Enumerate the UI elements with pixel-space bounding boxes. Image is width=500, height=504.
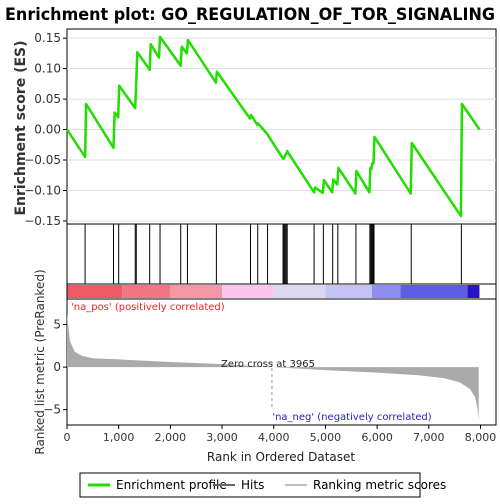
ranked-y-tick-label: 5 [53,318,61,332]
legend-label: Hits [241,478,264,492]
zero-cross-label: Zero cross at 3965 [221,359,315,370]
legend: Enrichment profile Hits Ranking metric sco… [88,478,446,492]
x-tick-label: 8,000 [465,431,497,444]
pos-correlated-label: 'na_pos' (positively correlated) [71,302,225,313]
es-gridlines [67,37,496,222]
neg-correlated-label: 'na_neg' (negatively correlated) [272,412,431,423]
es-y-tick-label: 0.10 [34,62,61,76]
ranked-y-ticks: 5 0 −5 [43,318,67,417]
legend-label: Enrichment profile [116,478,227,492]
rank-color-segment [122,285,171,298]
ranked-y-tick-label: −5 [43,403,61,417]
es-y-tick-label: −0.05 [24,153,61,167]
rank-color-segment [467,285,480,298]
legend-label: Ranking metric scores [313,478,446,492]
es-panel-frame [66,28,497,225]
es-y-tick-label: −0.15 [24,214,61,228]
rank-color-segment [170,285,223,298]
chart-title: Enrichment plot: GO_REGULATION_OF_TOR_SI… [5,5,495,25]
ranked-metric-area [67,313,479,420]
rank-color-segment [67,285,123,298]
legend-box [79,472,421,498]
rank-color-bar [67,285,480,298]
rank-color-segment [325,285,372,298]
es-y-tick-label: 0.00 [34,123,61,137]
ranked-y-axis-label: Ranked list metric (PreRanked) [33,269,47,454]
x-tick-label: 5,000 [310,431,342,444]
rank-color-segment [400,285,468,298]
x-tick-label: 0 [64,431,71,444]
ranked-y-tick-label: 0 [53,360,61,374]
x-tick-label: 6,000 [361,431,393,444]
es-y-ticks: 0.15 0.10 0.05 0.00 −0.05 −0.10 −0.15 [24,31,67,228]
rank-color-segment [371,285,401,298]
rank-color-segment [273,285,326,298]
es-y-tick-label: −0.10 [24,183,61,197]
es-y-tick-label: 0.15 [34,31,61,45]
es-series-line [65,35,481,218]
x-tick-label: 7,000 [413,431,445,444]
es-y-axis-label: Enrichment score (ES) [13,40,29,215]
rank-color-segment [222,285,274,298]
x-axis-label: Rank in Ordered Dataset [207,450,355,464]
hit-markers [84,224,462,284]
hits-panel-frame [66,223,497,285]
x-tick-label: 1,000 [103,431,135,444]
x-axis-ticks: 0 1,000 2,000 3,000 4,000 5,000 6,000 7,000 8,00… [64,425,497,444]
x-tick-label: 2,000 [155,431,187,444]
x-tick-label: 4,000 [258,431,290,444]
es-y-tick-label: 0.05 [34,92,61,106]
x-tick-label: 3,000 [206,431,238,444]
